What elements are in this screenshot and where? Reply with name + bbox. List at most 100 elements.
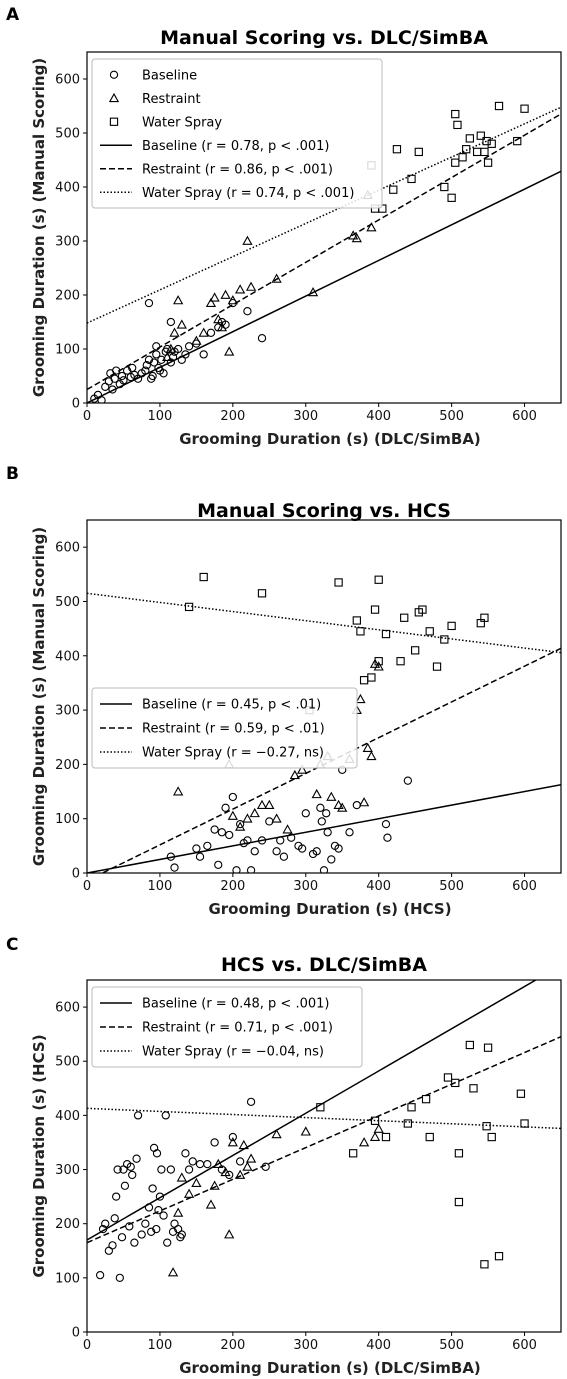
data-point-water-spray [494, 101, 504, 111]
x-tick-label: 400 [366, 1338, 391, 1353]
data-point-water-spray [472, 147, 482, 157]
chart-title: HCS vs. DLC/SimBA [221, 954, 427, 976]
data-point-restraint [242, 1161, 253, 1171]
panel-letter: C [6, 935, 18, 955]
data-point-baseline [345, 828, 354, 837]
data-point-baseline [203, 1159, 212, 1169]
data-point-baseline [154, 1206, 163, 1215]
data-point-water-spray [392, 145, 402, 154]
data-point-restraint [249, 807, 260, 818]
data-point-restraint [162, 351, 173, 362]
legend-box [91, 986, 363, 1068]
y-tick-label: 200 [55, 289, 80, 304]
data-point-restraint [220, 289, 231, 299]
data-point-restraint [191, 1177, 202, 1187]
legend-label: Water Spray (r = −0.04, ns) [142, 1045, 324, 1060]
data-point-baseline [312, 847, 321, 856]
data-point-water-spray [465, 1040, 474, 1050]
data-point-restraint [165, 343, 176, 353]
data-point-restraint [300, 1126, 311, 1136]
data-point-baseline [117, 371, 127, 381]
data-point-restraint [176, 319, 187, 329]
data-point-baseline [177, 1230, 186, 1239]
data-point-baseline [108, 385, 117, 394]
data-point-baseline [144, 355, 154, 364]
plot-frame [86, 51, 562, 404]
data-point-water-spray [469, 1084, 478, 1093]
x-tick-label: 400 [366, 879, 391, 894]
data-point-baseline [120, 1181, 130, 1190]
data-point-water-spray [407, 1103, 416, 1112]
data-point-restraint [348, 230, 359, 240]
data-point-water-spray [513, 136, 522, 146]
x-tick-label: 0 [83, 409, 91, 424]
y-tick-label: 400 [55, 181, 80, 196]
data-point-baseline [228, 792, 237, 802]
data-point-baseline [265, 817, 274, 826]
data-point-water-spray [451, 109, 460, 119]
data-point-water-spray [487, 139, 496, 148]
data-point-water-spray [359, 676, 369, 685]
data-point-water-spray [447, 193, 456, 202]
data-point-baseline [316, 803, 325, 812]
data-point-restraint [358, 1137, 370, 1147]
y-tick-label: 400 [55, 1109, 80, 1124]
data-point-water-spray [257, 589, 267, 598]
data-point-baseline [108, 1241, 117, 1250]
legend-label: Baseline (r = 0.78, p < .001) [142, 139, 329, 154]
data-point-restraint [235, 1169, 246, 1179]
data-point-restraint [245, 281, 257, 291]
data-point-baseline [170, 863, 179, 872]
data-point-baseline [381, 819, 391, 829]
x-axis-label: Grooming Duration (s) (DLC/SimBA) [179, 1359, 481, 1377]
data-point-restraint [167, 1267, 179, 1277]
data-point-restraint [216, 322, 228, 332]
data-point-baseline [210, 825, 219, 834]
data-point-water-spray [425, 627, 434, 636]
data-point-restraint [245, 1153, 257, 1163]
legend-box [91, 687, 358, 769]
panel-a: A Manual Scoring vs. DLC/SimBA 0 100 200 300 4… [6, 5, 562, 448]
x-tick-label: 100 [148, 879, 173, 894]
data-point-baseline [327, 855, 336, 864]
data-point-water-spray [370, 605, 380, 614]
data-point-restraint [224, 346, 235, 356]
data-point-water-spray [421, 1094, 431, 1104]
data-point-restraint [369, 1131, 381, 1141]
y-tick-label: 500 [55, 127, 80, 142]
data-point-restraint [282, 824, 293, 834]
data-point-restraint [209, 292, 220, 302]
data-point-baseline [199, 350, 208, 359]
data-point-baseline [101, 1219, 110, 1228]
x-tick-label: 600 [512, 1338, 537, 1353]
x-tick-label: 500 [439, 409, 464, 424]
data-point-baseline [133, 1111, 143, 1120]
data-point-water-spray [487, 1132, 496, 1142]
data-point-water-spray [370, 1116, 380, 1125]
data-point-water-spray [520, 104, 529, 113]
data-point-water-spray [483, 1043, 493, 1052]
panel-letter: B [6, 464, 19, 484]
data-point-baseline [279, 852, 289, 861]
y-tick-label: 300 [55, 704, 80, 719]
legend-label: Restraint (r = 0.86, p < .001) [142, 162, 333, 177]
data-point-water-spray [411, 646, 420, 655]
data-point-baseline [141, 1219, 150, 1228]
data-point-restraint [220, 1166, 231, 1177]
legend-label: Water Spray [142, 115, 222, 130]
x-tick-label: 200 [220, 1338, 245, 1353]
fit-line-dashed [87, 113, 561, 391]
y-tick-label: 200 [55, 1217, 80, 1232]
data-point-baseline [317, 817, 326, 826]
data-point-baseline [144, 1203, 154, 1212]
data-point-restraint [176, 1172, 187, 1182]
data-point-restraint [198, 327, 209, 337]
data-point-restraint [169, 327, 180, 337]
data-point-water-spray [440, 182, 449, 192]
data-point-water-spray [349, 1149, 358, 1158]
data-point-water-spray [407, 174, 416, 184]
data-point-restraint [271, 273, 282, 283]
data-point-restraint [242, 813, 253, 823]
data-point-baseline [246, 866, 256, 873]
x-tick-label: 0 [83, 879, 91, 894]
